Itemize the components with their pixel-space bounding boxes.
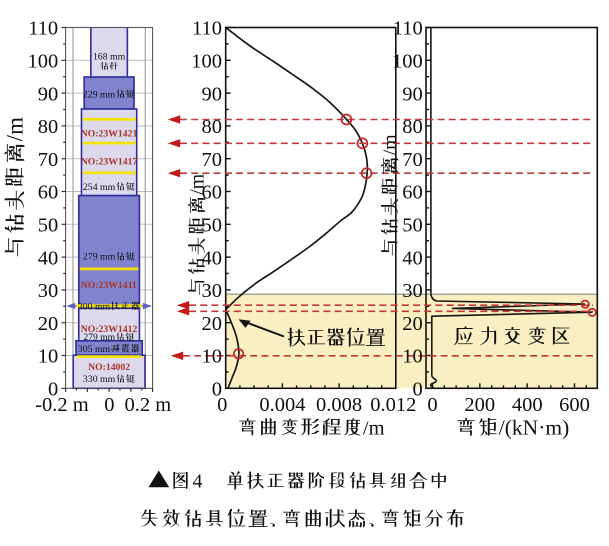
svg-text:60: 60 xyxy=(202,182,223,204)
svg-text:30: 30 xyxy=(402,280,423,302)
svg-text:NO:23W1421: NO:23W1421 xyxy=(81,129,138,140)
svg-text:NO:23W1411: NO:23W1411 xyxy=(81,280,137,291)
svg-text:50: 50 xyxy=(38,215,59,237)
svg-text:80: 80 xyxy=(38,116,59,138)
svg-text:50: 50 xyxy=(402,215,423,237)
svg-text:0.2 m: 0.2 m xyxy=(125,394,172,416)
svg-text:110: 110 xyxy=(192,18,222,40)
svg-text:300 mm: 300 mm xyxy=(78,301,111,312)
svg-text:100: 100 xyxy=(27,51,58,73)
svg-text:254 mm: 254 mm xyxy=(83,182,116,193)
svg-text:330 mm: 330 mm xyxy=(83,374,116,385)
svg-text:40: 40 xyxy=(202,247,223,269)
svg-text:NO:23W1417: NO:23W1417 xyxy=(81,157,138,168)
svg-text:305 mm: 305 mm xyxy=(78,344,111,355)
svg-text:0: 0 xyxy=(427,394,437,416)
svg-text:60: 60 xyxy=(402,182,423,204)
svg-text:10: 10 xyxy=(38,346,59,368)
svg-text:200: 200 xyxy=(464,394,495,416)
svg-text:/m: /m xyxy=(3,117,28,141)
svg-text:110: 110 xyxy=(28,18,58,40)
svg-text:40: 40 xyxy=(38,247,59,269)
svg-text:279 mm: 279 mm xyxy=(83,252,116,263)
svg-text:70: 70 xyxy=(38,149,59,171)
svg-text:70: 70 xyxy=(202,149,223,171)
svg-text:100: 100 xyxy=(191,51,222,73)
svg-text:168 mm: 168 mm xyxy=(93,52,126,63)
svg-text:90: 90 xyxy=(202,83,223,105)
svg-text:20: 20 xyxy=(202,313,223,335)
svg-text:/m: /m xyxy=(380,134,402,156)
svg-text:30: 30 xyxy=(202,280,223,302)
svg-text:20: 20 xyxy=(38,313,59,335)
svg-text:30: 30 xyxy=(38,280,59,302)
svg-text:600: 600 xyxy=(559,394,590,416)
svg-text:80: 80 xyxy=(202,116,223,138)
svg-text:50: 50 xyxy=(202,215,223,237)
svg-text:NO:14002: NO:14002 xyxy=(88,362,130,373)
svg-text:279 mm: 279 mm xyxy=(83,332,115,343)
svg-text:0: 0 xyxy=(217,394,227,416)
svg-text:80: 80 xyxy=(402,116,423,138)
svg-text:10: 10 xyxy=(402,346,423,368)
svg-text:70: 70 xyxy=(402,149,423,171)
svg-text:60: 60 xyxy=(38,182,59,204)
svg-text:4: 4 xyxy=(193,471,203,493)
svg-text:40: 40 xyxy=(402,247,423,269)
svg-text:/m: /m xyxy=(363,417,385,439)
svg-text:/m: /m xyxy=(187,173,209,195)
svg-text:20: 20 xyxy=(402,313,423,335)
svg-text:0.004: 0.004 xyxy=(259,394,305,416)
svg-text:90: 90 xyxy=(402,83,423,105)
svg-text:229 mm: 229 mm xyxy=(83,89,116,100)
svg-text:/(kN·m): /(kN·m) xyxy=(499,416,569,440)
svg-text:0: 0 xyxy=(48,379,58,401)
svg-text:100: 100 xyxy=(392,51,423,73)
svg-text:0: 0 xyxy=(413,379,423,401)
svg-text:0.008: 0.008 xyxy=(316,394,362,416)
svg-text:0.012: 0.012 xyxy=(370,394,416,416)
svg-text:400: 400 xyxy=(512,394,543,416)
svg-text:NO:23W1412: NO:23W1412 xyxy=(81,324,138,335)
svg-text:10: 10 xyxy=(202,346,223,368)
svg-text:-0.2 m: -0.2 m xyxy=(35,394,89,416)
svg-text:90: 90 xyxy=(38,83,59,105)
svg-text:0: 0 xyxy=(104,394,114,416)
svg-text:110: 110 xyxy=(393,18,423,40)
svg-text:0: 0 xyxy=(212,379,222,401)
